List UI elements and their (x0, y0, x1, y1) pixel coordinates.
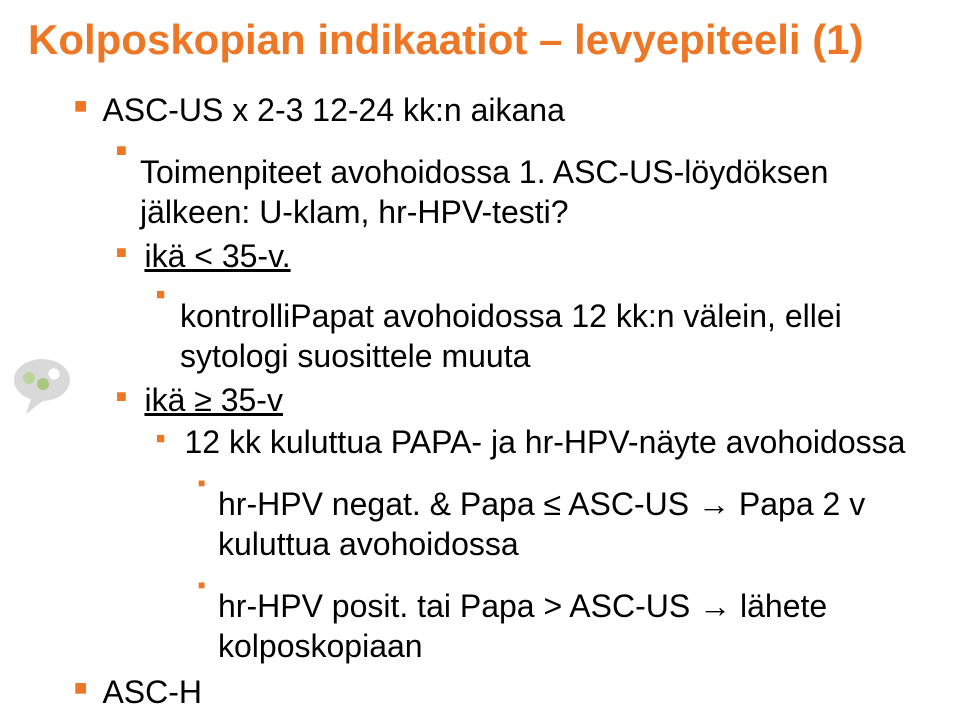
square-bullet-icon: ■ (198, 477, 218, 489)
arrow-icon: → (699, 588, 731, 624)
bullet-text: hr-HPV negat. & Papa ≤ ASC-US → Papa 2 v… (218, 484, 932, 564)
bullet-text: 12 kk kuluttua PAPA- ja hr-HPV-näyte avo… (184, 422, 905, 462)
list-item: ■ ikä < 35-v. (140, 236, 932, 276)
square-bullet-icon: ■ (74, 677, 98, 699)
text-pre: hr-HPV posit. tai Papa > ASC-US (218, 588, 699, 624)
bullet-text: ASC-US x 2-3 12-24 kk:n aikana (102, 90, 564, 130)
arrow-icon: → (698, 486, 730, 522)
square-bullet-icon: ■ (116, 141, 140, 159)
list-item: ■ hr-HPV negat. & Papa ≤ ASC-US → Papa 2… (218, 466, 932, 564)
square-bullet-icon: ■ (156, 431, 180, 446)
square-bullet-icon: ■ (74, 95, 98, 117)
list-item: ■ hr-HPV posit. tai Papa > ASC-US → lähe… (218, 568, 932, 666)
list-item: ■ kontrolliPapat avohoidossa 12 kk:n väl… (180, 278, 932, 376)
list-item: ■ 12 kk kuluttua PAPA- ja hr-HPV-näyte a… (180, 422, 932, 462)
square-bullet-icon: ■ (198, 579, 218, 591)
bullet-text: kontrolliPapat avohoidossa 12 kk:n välei… (180, 296, 932, 376)
square-bullet-icon: ■ (116, 387, 140, 405)
text-pre: hr-HPV negat. & Papa ≤ ASC-US (218, 486, 698, 522)
bullet-text: Toimenpiteet avohoidossa 1. ASC-US-löydö… (140, 152, 930, 232)
bullet-text: ASC-H (102, 672, 202, 712)
list-item: ■ ikä ≥ 35-v (140, 380, 932, 420)
list-item: ■ ASC-H (98, 672, 932, 712)
list-item: ■ ASC-US x 2-3 12-24 kk:n aikana (98, 90, 932, 130)
square-bullet-icon: ■ (156, 287, 180, 302)
bullet-list: ■ ASC-US x 2-3 12-24 kk:n aikana ■ Toime… (28, 90, 932, 712)
bullet-text: hr-HPV posit. tai Papa > ASC-US → lähete… (218, 586, 932, 666)
square-bullet-icon: ■ (116, 243, 140, 261)
page-title: Kolposkopian indikaatiot – levyepiteeli … (28, 18, 932, 62)
bullet-text: ikä < 35-v. (144, 236, 290, 276)
list-item: ■ Toimenpiteet avohoidossa 1. ASC-US-löy… (140, 134, 932, 232)
bullet-text: ikä ≥ 35-v (144, 380, 283, 420)
speech-bubble-icon (12, 354, 76, 418)
